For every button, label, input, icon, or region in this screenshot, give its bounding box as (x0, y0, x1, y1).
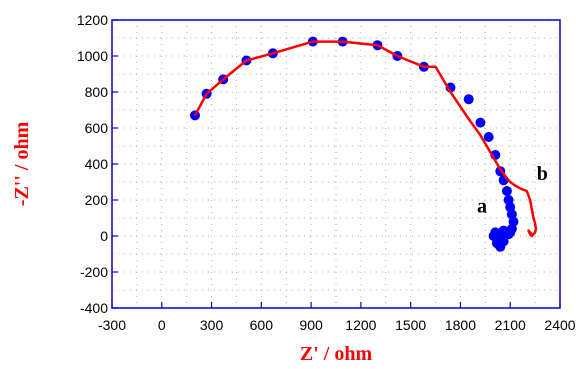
y-tick-label: 400 (85, 156, 109, 172)
y-axis-title: -Z'' / ohm (11, 121, 33, 206)
y-tick-label: 600 (85, 120, 109, 136)
x-tick-label: 2100 (495, 317, 526, 333)
series-a-point (501, 186, 512, 196)
y-tick-label: -200 (80, 264, 108, 280)
series-a (190, 36, 519, 252)
curve-label-a: a (477, 196, 487, 218)
series-a-point (463, 94, 474, 105)
y-tick-label: 0 (100, 228, 108, 244)
series-b (193, 40, 538, 238)
axis-ticks (111, 19, 561, 309)
y-tick-label: 800 (85, 84, 109, 100)
series-a-point (483, 132, 494, 142)
y-tick-label: 1200 (77, 12, 108, 28)
curve-annotations: ab (477, 163, 548, 217)
x-tick-label: -300 (98, 317, 126, 333)
x-axis-title: Z' / ohm (300, 343, 373, 365)
x-tick-label: 1800 (445, 317, 476, 333)
x-tick-label: 2400 (544, 317, 575, 333)
y-tick-label: 1000 (77, 48, 108, 64)
x-tick-label: 900 (299, 317, 323, 333)
x-tick-label: 1500 (395, 317, 426, 333)
x-tick-label: 300 (200, 317, 224, 333)
series-a-point (498, 225, 509, 236)
curve-label-b: b (537, 163, 548, 185)
series-a-point (475, 117, 486, 128)
x-tick-label: 1200 (345, 317, 376, 333)
series-b-line (193, 40, 538, 238)
y-tick-label: 200 (85, 192, 109, 208)
x-tick-label: 0 (158, 317, 166, 333)
grid (112, 20, 560, 308)
tick-labels: -300 0 300 600 900 1200 1500 1800 2100 2400 -400 -2… (77, 12, 576, 333)
x-tick-label: 600 (250, 317, 274, 333)
plot-series (190, 36, 538, 252)
y-tick-label: -400 (80, 300, 108, 316)
